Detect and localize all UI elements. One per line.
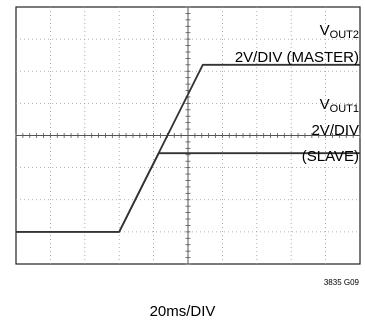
vout1-role-label: (SLAVE) [301,148,359,165]
trace-vout1 [16,152,360,233]
traces [16,63,360,233]
vout2-scale-label: 2V/DIV (MASTER) [234,49,359,66]
graticule [15,6,361,265]
vout2-label: VOUT2 [319,22,359,41]
vout1-scale-label: 2V/DIV [311,122,359,139]
x-axis-label: 20ms/DIV [149,303,216,320]
vout1-label: VOUT1 [319,96,359,115]
figure-id: 3835 G09 [323,278,359,287]
